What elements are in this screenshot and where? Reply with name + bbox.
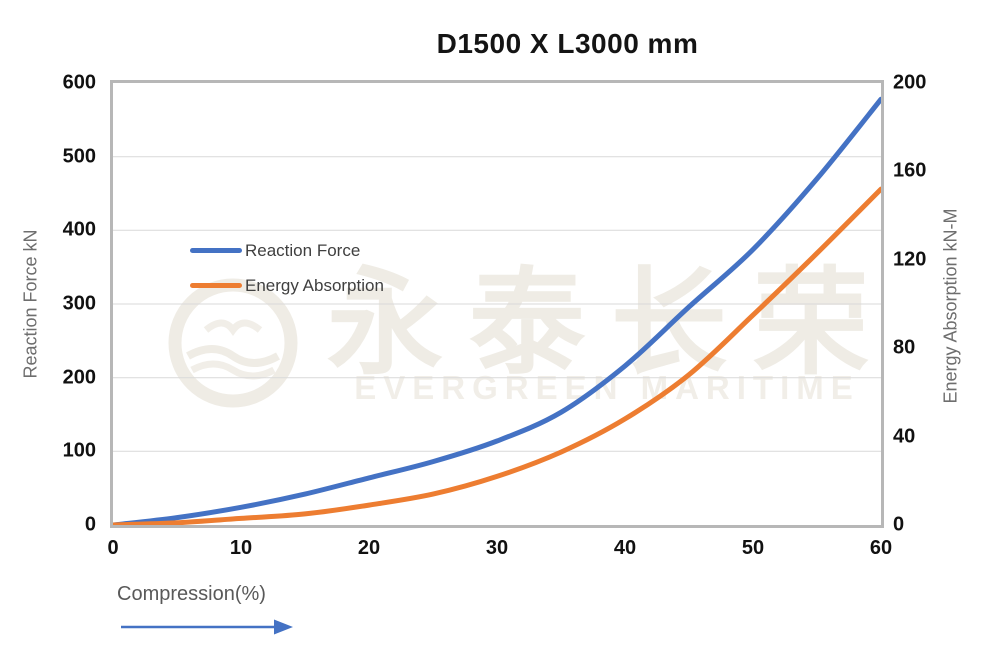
left-tick-400: 400	[62, 218, 96, 241]
legend-item-energy-absorption: Energy Absorption	[190, 268, 384, 303]
x-axis-label: Compression(%)	[117, 583, 266, 605]
left-axis-title: Reaction Force kN	[20, 229, 41, 379]
left-axis-ticks: 0 100 200 300 400 500 600	[0, 72, 104, 536]
x-tick-50: 50	[741, 537, 765, 559]
plot-area: 永泰长荣 EVERGREEN MARITIME Reaction Force En…	[110, 80, 884, 528]
x-tick-30: 30	[485, 537, 509, 559]
left-tick-200: 200	[62, 366, 96, 389]
right-axis-title: Energy Absorption kN-M	[940, 208, 961, 404]
right-tick-120: 120	[893, 248, 927, 271]
left-tick-0: 0	[84, 513, 96, 536]
x-tick-10: 10	[229, 537, 253, 559]
chart-title: D1500 X L3000 mm	[436, 28, 699, 59]
right-axis-ticks: 0 40 80 120 160 200	[893, 72, 993, 536]
left-tick-600: 600	[62, 71, 96, 94]
x-tick-40: 40	[613, 537, 637, 559]
left-tick-100: 100	[62, 439, 96, 462]
x-tick-60: 60	[869, 537, 893, 559]
plot-lines	[113, 96, 881, 525]
legend-label: Reaction Force	[245, 240, 361, 260]
right-tick-200: 200	[893, 71, 927, 94]
legend-item-reaction-force: Reaction Force	[190, 233, 384, 268]
legend: Reaction Force Energy Absorption	[190, 233, 384, 303]
left-tick-500: 500	[62, 145, 96, 168]
right-tick-0: 0	[893, 513, 905, 536]
right-tick-80: 80	[893, 336, 916, 359]
legend-swatch-energy-absorption	[190, 282, 242, 289]
x-tick-20: 20	[357, 537, 381, 559]
x-tick-0: 0	[107, 537, 119, 559]
x-axis-arrow-icon	[121, 619, 293, 635]
series-line-reaction-force	[113, 96, 881, 525]
x-axis-ticks: 0 10 20 30 40 50 60	[107, 537, 892, 563]
legend-swatch-reaction-force	[190, 247, 242, 254]
left-tick-300: 300	[62, 292, 96, 315]
right-tick-40: 40	[893, 425, 916, 448]
legend-label: Energy Absorption	[245, 275, 384, 295]
right-tick-160: 160	[893, 159, 927, 182]
series-line-energy-absorption	[113, 186, 881, 525]
